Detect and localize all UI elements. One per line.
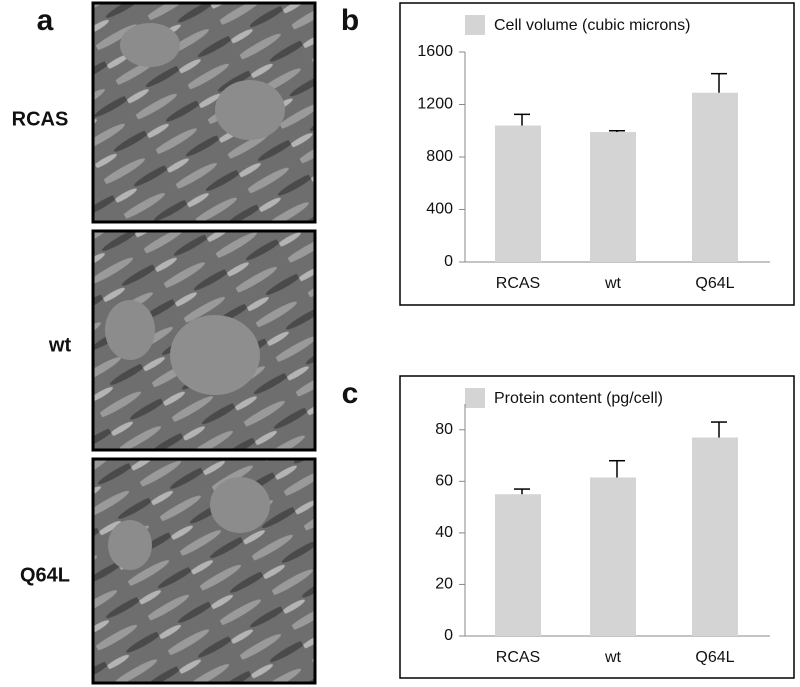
- y-tick-label: 800: [426, 148, 453, 165]
- micrograph: [91, 229, 317, 452]
- x-tick-label: Q64L: [695, 275, 734, 292]
- bar: [590, 132, 636, 262]
- y-tick-label: 1200: [417, 96, 453, 113]
- x-tick-label: Q64L: [695, 649, 734, 666]
- legend-label: Protein content (pg/cell): [494, 390, 663, 407]
- micrograph: [91, 457, 317, 685]
- micrograph: [91, 1, 317, 224]
- panel-frame: [399, 375, 795, 679]
- bar: [495, 125, 541, 262]
- bar: [692, 437, 738, 636]
- bar: [590, 477, 636, 636]
- image-label: wt: [48, 334, 72, 356]
- panel-frame: [399, 2, 795, 306]
- panel-label: b: [341, 4, 359, 37]
- bar: [692, 92, 738, 262]
- y-tick-label: 40: [435, 524, 453, 541]
- y-tick-label: 20: [435, 576, 453, 593]
- y-tick-label: 80: [435, 421, 453, 438]
- legend-label: Cell volume (cubic microns): [494, 17, 691, 34]
- image-label: RCAS: [12, 108, 69, 130]
- x-tick-label: RCAS: [496, 649, 540, 666]
- y-tick-label: 60: [435, 473, 453, 490]
- x-tick-label: wt: [604, 649, 622, 666]
- x-tick-label: RCAS: [496, 275, 540, 292]
- image-label: Q64L: [20, 564, 70, 586]
- y-tick-label: 0: [444, 627, 453, 644]
- panel-label: a: [37, 4, 54, 37]
- panel-label: c: [342, 377, 359, 410]
- legend-swatch: [465, 15, 485, 35]
- x-tick-label: wt: [604, 275, 622, 292]
- legend-swatch: [465, 388, 485, 408]
- bar: [495, 494, 541, 636]
- y-tick-label: 1600: [417, 43, 453, 60]
- y-tick-label: 0: [444, 253, 453, 270]
- y-tick-label: 400: [426, 201, 453, 218]
